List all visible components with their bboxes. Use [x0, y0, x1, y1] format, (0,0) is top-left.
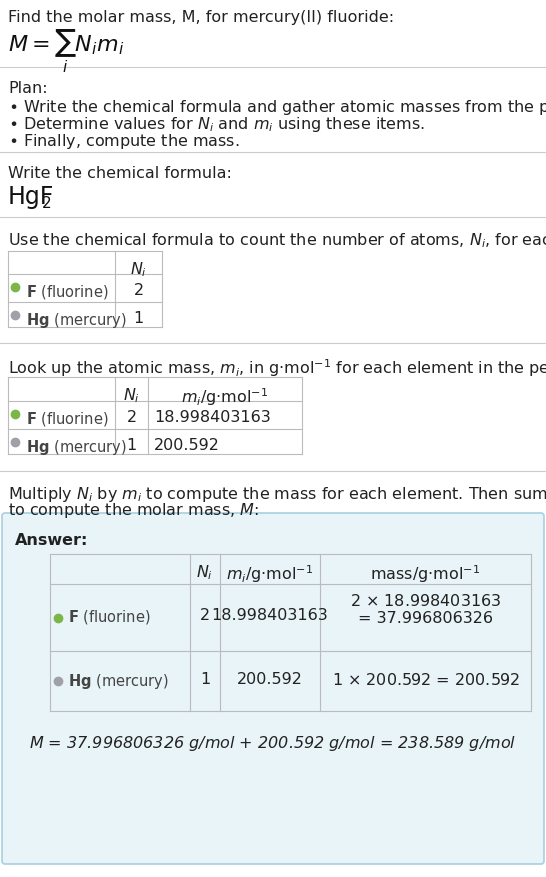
Text: Use the chemical formula to count the number of atoms, $N_i$, for each element:: Use the chemical formula to count the nu… [8, 231, 546, 249]
FancyBboxPatch shape [2, 513, 544, 864]
Text: 2: 2 [200, 608, 210, 623]
Text: = 37.996806326: = 37.996806326 [358, 610, 493, 625]
Text: Write the chemical formula:: Write the chemical formula: [8, 166, 232, 181]
Text: 200.592: 200.592 [154, 438, 220, 453]
Text: $\mathbf{Hg}$ (mercury): $\mathbf{Hg}$ (mercury) [26, 310, 127, 330]
Text: Answer:: Answer: [15, 532, 88, 547]
Text: 2: 2 [133, 282, 144, 297]
Text: 1: 1 [200, 671, 210, 686]
Text: $N_i$: $N_i$ [130, 260, 147, 278]
Text: Look up the atomic mass, $m_i$, in g$\cdot$mol$^{-1}$ for each element in the pe: Look up the atomic mass, $m_i$, in g$\cd… [8, 357, 546, 378]
Text: HgF: HgF [8, 185, 55, 209]
Text: 1: 1 [126, 438, 136, 453]
Text: Plan:: Plan: [8, 81, 48, 96]
Text: $m_i$/g$\cdot$mol$^{-1}$: $m_i$/g$\cdot$mol$^{-1}$ [181, 386, 269, 407]
Text: $M$ = 37.996806326 g/mol + 200.592 g/mol = 238.589 g/mol: $M$ = 37.996806326 g/mol + 200.592 g/mol… [29, 733, 517, 752]
Text: $N_i$: $N_i$ [123, 386, 140, 404]
Text: Multiply $N_i$ by $m_i$ to compute the mass for each element. Then sum those val: Multiply $N_i$ by $m_i$ to compute the m… [8, 484, 546, 503]
Text: 1 $\times$ 200.592 = 200.592: 1 $\times$ 200.592 = 200.592 [331, 671, 519, 688]
Text: $\bullet$ Finally, compute the mass.: $\bullet$ Finally, compute the mass. [8, 132, 240, 151]
Text: $\mathbf{F}$ (fluorine): $\mathbf{F}$ (fluorine) [26, 282, 109, 301]
Text: 1: 1 [133, 310, 144, 325]
Text: 18.998403163: 18.998403163 [154, 410, 271, 424]
Text: $M = \sum_i N_i m_i$: $M = \sum_i N_i m_i$ [8, 28, 124, 75]
Text: 2: 2 [42, 196, 52, 210]
Text: 2 $\times$ 18.998403163: 2 $\times$ 18.998403163 [350, 592, 501, 609]
Text: mass/g$\cdot$mol$^{-1}$: mass/g$\cdot$mol$^{-1}$ [371, 562, 480, 584]
Text: $\mathbf{F}$ (fluorine): $\mathbf{F}$ (fluorine) [26, 410, 109, 427]
Text: $\mathbf{Hg}$ (mercury): $\mathbf{Hg}$ (mercury) [26, 438, 127, 457]
Text: $\mathbf{Hg}$ (mercury): $\mathbf{Hg}$ (mercury) [68, 671, 169, 690]
Text: $\bullet$ Write the chemical formula and gather atomic masses from the periodic : $\bullet$ Write the chemical formula and… [8, 98, 546, 117]
Text: Find the molar mass, M, for mercury(II) fluoride:: Find the molar mass, M, for mercury(II) … [8, 10, 394, 25]
Text: 2: 2 [127, 410, 136, 424]
Text: 200.592: 200.592 [237, 671, 303, 686]
Text: 18.998403163: 18.998403163 [212, 608, 328, 623]
Text: $\bullet$ Determine values for $N_i$ and $m_i$ using these items.: $\bullet$ Determine values for $N_i$ and… [8, 115, 425, 134]
Text: $m_i$/g$\cdot$mol$^{-1}$: $m_i$/g$\cdot$mol$^{-1}$ [227, 562, 313, 584]
Text: $\mathbf{F}$ (fluorine): $\mathbf{F}$ (fluorine) [68, 608, 151, 626]
Text: to compute the molar mass, $M$:: to compute the molar mass, $M$: [8, 501, 259, 519]
Text: $N_i$: $N_i$ [197, 562, 213, 581]
